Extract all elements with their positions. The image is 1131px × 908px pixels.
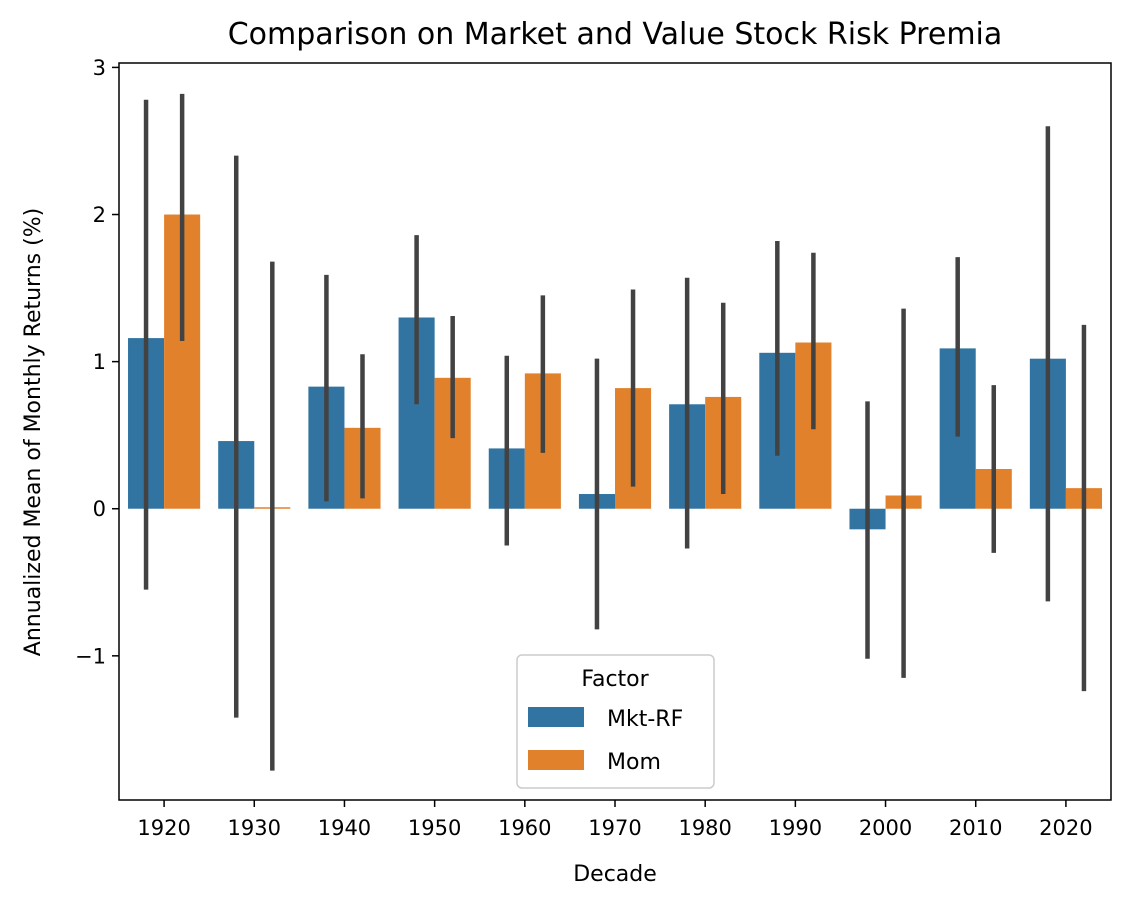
chart-title: Comparison on Market and Value Stock Ris… xyxy=(228,17,1003,52)
legend-label-mom: Mom xyxy=(607,750,661,775)
x-tick-label: 1950 xyxy=(408,816,461,840)
x-tick-label: 1940 xyxy=(318,816,371,840)
legend-swatch-mom xyxy=(528,750,584,770)
x-tick-label: 1930 xyxy=(228,816,281,840)
y-tick-label: −1 xyxy=(75,644,106,668)
x-tick-label: 1920 xyxy=(137,816,190,840)
x-tick-label: 2010 xyxy=(949,816,1002,840)
y-tick-label: 3 xyxy=(93,56,106,80)
legend-label-mkt-rf: Mkt-RF xyxy=(607,707,683,732)
y-axis-label: Annualized Mean of Monthly Returns (%) xyxy=(21,208,46,656)
x-tick-label: 1980 xyxy=(678,816,731,840)
y-tick-label: 0 xyxy=(93,497,106,521)
x-axis: 1920 1930 1940 1950 1960 1970 1980 1990 2000 2010… xyxy=(137,800,1093,840)
y-tick-label: 1 xyxy=(93,350,106,374)
y-tick-label: 2 xyxy=(93,203,106,227)
x-tick-label: 2000 xyxy=(859,816,912,840)
x-tick-label: 2020 xyxy=(1039,816,1092,840)
legend-title: Factor xyxy=(581,667,649,692)
y-axis: −1 0 1 2 3 xyxy=(75,56,119,668)
x-tick-label: 1960 xyxy=(498,816,551,840)
legend-swatch-mkt-rf xyxy=(528,707,584,727)
x-axis-label: Decade xyxy=(573,862,657,887)
x-tick-label: 1990 xyxy=(769,816,822,840)
legend: Factor Mkt-RF Mom xyxy=(516,654,715,789)
plot-area xyxy=(128,93,1102,771)
x-tick-label: 1970 xyxy=(588,816,641,840)
